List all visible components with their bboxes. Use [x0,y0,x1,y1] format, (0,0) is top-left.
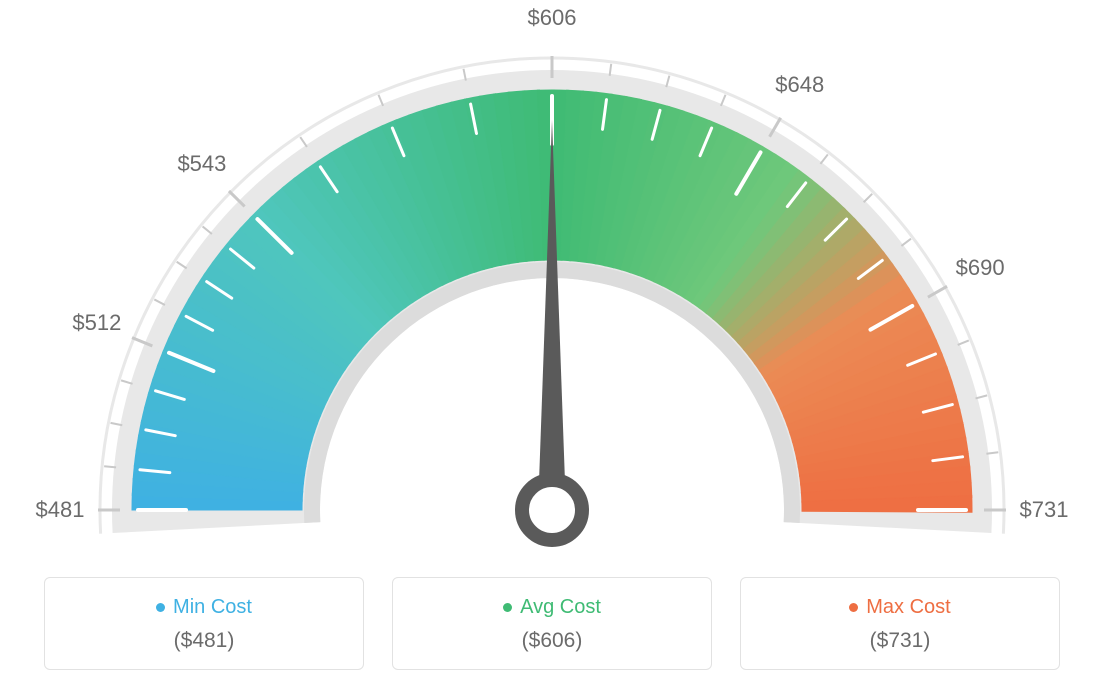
legend-value-min: ($481) [174,629,235,653]
gauge-tick-label: $481 [36,497,85,523]
legend-row: Min Cost ($481) Avg Cost ($606) Max Cost… [0,577,1104,670]
legend-dot-max [849,603,858,612]
gauge-tick-label: $731 [1020,497,1069,523]
legend-value-avg: ($606) [522,629,583,653]
gauge-chart: $481 $512 $543 $606 $648 $690 $731 [0,0,1104,560]
gauge-svg [0,0,1104,560]
gauge-tick-label: $648 [775,72,824,98]
legend-dot-min [156,603,165,612]
gauge-tick-label: $606 [528,5,577,31]
legend-value-max: ($731) [870,629,931,653]
legend-header-min: Min Cost [156,596,252,619]
legend-card-min: Min Cost ($481) [44,577,364,670]
legend-title-avg: Avg Cost [520,596,601,619]
legend-dot-avg [503,603,512,612]
legend-header-avg: Avg Cost [503,596,601,619]
gauge-tick-label: $543 [177,151,226,177]
legend-card-max: Max Cost ($731) [740,577,1060,670]
gauge-tick-label: $512 [72,310,121,336]
legend-card-avg: Avg Cost ($606) [392,577,712,670]
legend-title-max: Max Cost [866,596,950,619]
legend-header-max: Max Cost [849,596,950,619]
legend-title-min: Min Cost [173,596,252,619]
gauge-tick-label: $690 [956,255,1005,281]
